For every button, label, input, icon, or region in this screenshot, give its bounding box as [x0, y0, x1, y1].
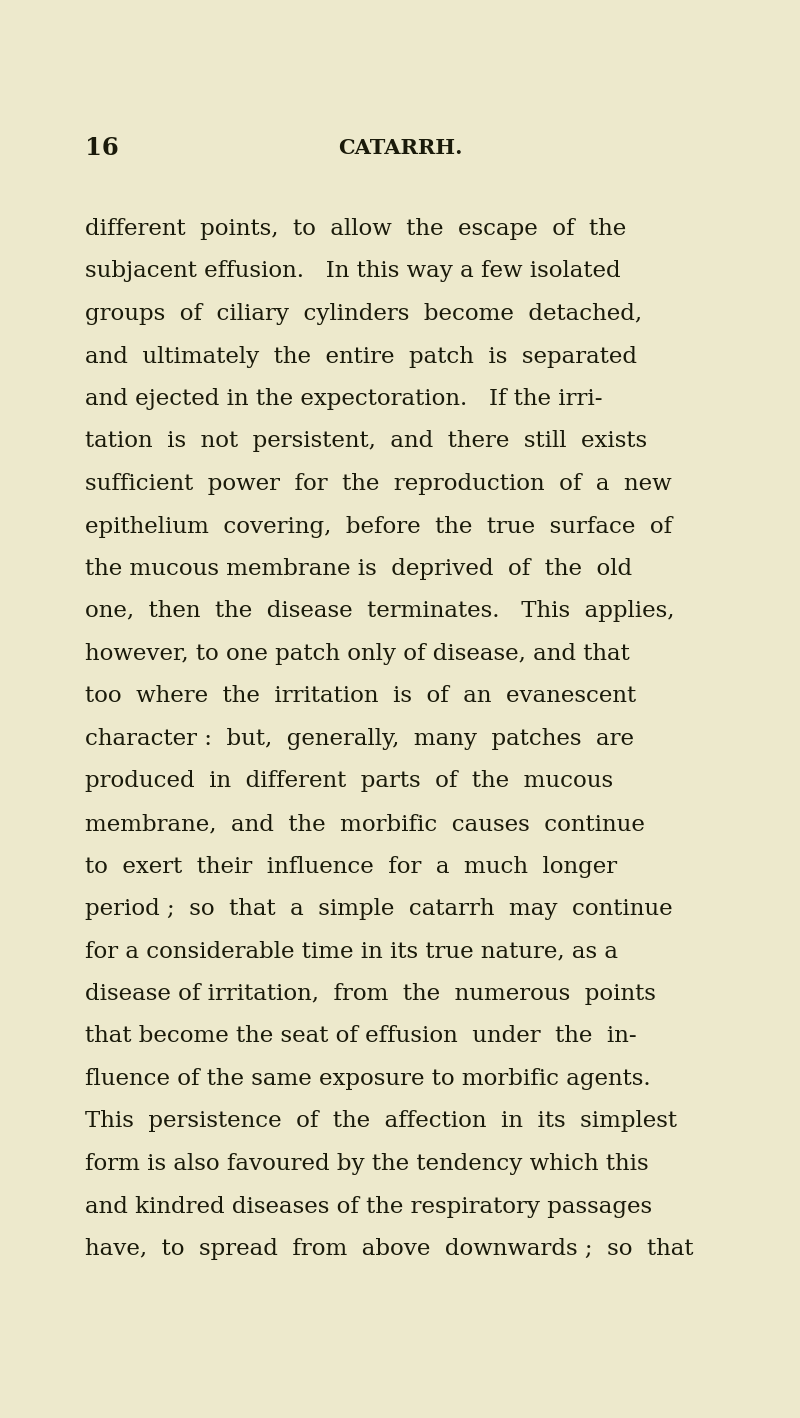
Text: however, to one patch only of disease, and that: however, to one patch only of disease, a… — [85, 642, 630, 665]
Text: period ;  so  that  a  simple  catarrh  may  continue: period ; so that a simple catarrh may co… — [85, 898, 673, 920]
Text: that become the seat of effusion  under  the  in-: that become the seat of effusion under t… — [85, 1025, 637, 1048]
Text: too  where  the  irritation  is  of  an  evanescent: too where the irritation is of an evanes… — [85, 685, 636, 708]
Text: the mucous membrane is  deprived  of  the  old: the mucous membrane is deprived of the o… — [85, 559, 632, 580]
Text: 16: 16 — [85, 136, 118, 160]
Text: CATARRH.: CATARRH. — [338, 138, 462, 157]
Text: epithelium  covering,  before  the  true  surface  of: epithelium covering, before the true sur… — [85, 516, 672, 537]
Text: have,  to  spread  from  above  downwards ;  so  that: have, to spread from above downwards ; s… — [85, 1238, 694, 1261]
Text: character :  but,  generally,  many  patches  are: character : but, generally, many patches… — [85, 727, 634, 750]
Text: disease of irritation,  from  the  numerous  points: disease of irritation, from the numerous… — [85, 983, 656, 1005]
Text: This  persistence  of  the  affection  in  its  simplest: This persistence of the affection in its… — [85, 1110, 677, 1133]
Text: produced  in  different  parts  of  the  mucous: produced in different parts of the mucou… — [85, 770, 613, 793]
Text: tation  is  not  persistent,  and  there  still  exists: tation is not persistent, and there stil… — [85, 431, 647, 452]
Text: subjacent effusion.   In this way a few isolated: subjacent effusion. In this way a few is… — [85, 261, 621, 282]
Text: fluence of the same exposure to morbific agents.: fluence of the same exposure to morbific… — [85, 1068, 650, 1090]
Text: to  exert  their  influence  for  a  much  longer: to exert their influence for a much long… — [85, 855, 617, 878]
Text: form is also favoured by the tendency which this: form is also favoured by the tendency wh… — [85, 1153, 649, 1176]
Text: one,  then  the  disease  terminates.   This  applies,: one, then the disease terminates. This a… — [85, 600, 674, 623]
Text: and kindred diseases of the respiratory passages: and kindred diseases of the respiratory … — [85, 1195, 652, 1218]
Text: groups  of  ciliary  cylinders  become  detached,: groups of ciliary cylinders become detac… — [85, 303, 642, 325]
Text: and  ultimately  the  entire  patch  is  separated: and ultimately the entire patch is separ… — [85, 346, 637, 367]
Text: membrane,  and  the  morbific  causes  continue: membrane, and the morbific causes contin… — [85, 813, 645, 835]
Text: for a considerable time in its true nature, as a: for a considerable time in its true natu… — [85, 940, 618, 963]
Text: and ejected in the expectoration.   If the irri-: and ejected in the expectoration. If the… — [85, 389, 602, 410]
Text: different  points,  to  allow  the  escape  of  the: different points, to allow the escape of… — [85, 218, 626, 240]
Text: sufficient  power  for  the  reproduction  of  a  new: sufficient power for the reproduction of… — [85, 474, 672, 495]
